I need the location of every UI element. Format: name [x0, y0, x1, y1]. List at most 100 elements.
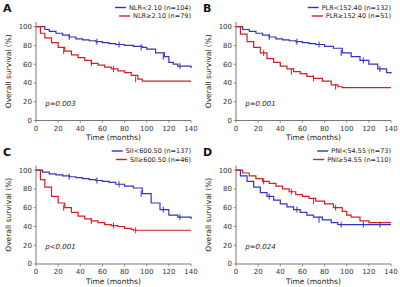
- x-tick-label: 100: [140, 125, 153, 133]
- background: [0, 0, 400, 287]
- y-tick: [34, 170, 37, 171]
- censor-mark: [141, 44, 142, 50]
- x-axis: [236, 120, 391, 121]
- censor-mark: [335, 84, 336, 90]
- plot-area: [36, 27, 191, 83]
- legend-swatch: [116, 159, 127, 160]
- y-tick-label: 80: [223, 185, 232, 193]
- survival-curve: [236, 170, 391, 223]
- x-tick: [391, 121, 392, 124]
- x-tick-label: 60: [98, 125, 107, 133]
- censor-mark: [91, 218, 92, 224]
- x-axis-label: Time (months): [85, 277, 141, 286]
- censor-mark: [341, 50, 342, 56]
- y-tick: [234, 82, 237, 83]
- y-tick: [234, 188, 237, 189]
- censor-mark: [319, 42, 320, 48]
- x-tick-label: 80: [320, 125, 329, 133]
- censor-mark: [113, 223, 114, 229]
- y-tick-label: 40: [23, 79, 32, 87]
- y-tick: [234, 207, 237, 208]
- x-tick-label: 80: [120, 125, 129, 133]
- p-value: p<0.001: [44, 243, 75, 251]
- y-tick: [34, 82, 37, 83]
- x-tick: [391, 264, 392, 267]
- censor-mark: [163, 207, 164, 213]
- censor-mark: [119, 181, 120, 187]
- x-tick-label: 80: [320, 268, 329, 276]
- censor-mark: [135, 227, 136, 233]
- x-tick-label: 0: [34, 125, 38, 133]
- x-tick: [191, 264, 192, 267]
- x-tick: [168, 264, 169, 267]
- legend-swatch: [112, 150, 123, 151]
- x-tick: [146, 121, 147, 124]
- y-tick: [34, 264, 37, 265]
- legend-swatch: [312, 15, 323, 16]
- legend-label: NLR≥2.10 (n=79): [133, 12, 191, 20]
- x-tick: [368, 121, 369, 124]
- x-tick: [191, 121, 192, 124]
- x-tick: [258, 121, 259, 124]
- plot-area: [236, 170, 391, 227]
- y-tick-label: 100: [19, 167, 32, 175]
- figure: 020406080100120140020406080100Time (mont…: [0, 0, 400, 287]
- plot-area: [36, 170, 191, 233]
- panel: 020406080100120140020406080100Time (mont…: [203, 146, 398, 286]
- x-tick-label: 20: [254, 268, 263, 276]
- legend-label: SII≥600.50 (n=46): [130, 156, 191, 164]
- x-axis: [36, 264, 191, 265]
- x-tick-label: 0: [234, 125, 238, 133]
- y-tick-label: 20: [223, 98, 232, 106]
- legend-label: NLR<2.10 (n=104): [129, 4, 191, 12]
- y-axis: [236, 22, 237, 121]
- y-tick-label: 100: [219, 23, 232, 31]
- censor-mark: [113, 66, 114, 72]
- censor-mark: [135, 76, 136, 82]
- x-tick: [80, 121, 81, 124]
- x-tick: [58, 121, 59, 124]
- x-axis-label: Time (months): [285, 277, 341, 286]
- x-tick: [324, 264, 325, 267]
- censor-mark: [379, 66, 380, 72]
- legend-label: PNI≥54.55 (n=110): [327, 156, 391, 164]
- censor-mark: [96, 178, 97, 184]
- censor-mark: [313, 198, 314, 204]
- plot-area: [236, 27, 391, 90]
- legend: NLR<2.10 (n=104)NLR≥2.10 (n=79): [115, 4, 191, 21]
- y-tick: [234, 120, 237, 121]
- censor-mark: [119, 42, 120, 48]
- x-tick-label: 60: [298, 268, 307, 276]
- censor-mark: [363, 222, 364, 228]
- x-tick-label: 60: [98, 268, 107, 276]
- x-tick-label: 80: [120, 268, 129, 276]
- legend-label: SII<600.50 (n=137): [126, 147, 191, 155]
- censor-mark: [63, 48, 64, 54]
- legend-swatch: [313, 159, 324, 160]
- y-axis: [36, 22, 37, 121]
- x-tick-label: 20: [254, 125, 263, 133]
- survival-curve: [36, 170, 191, 230]
- panel: 020406080100120140020406080100Time (mont…: [203, 2, 398, 142]
- censor-mark: [179, 214, 180, 220]
- y-tick-label: 60: [23, 61, 32, 69]
- x-tick: [280, 121, 281, 124]
- censor-mark: [296, 207, 297, 213]
- y-tick: [234, 170, 237, 171]
- x-tick-label: 140: [384, 268, 397, 276]
- x-axis: [36, 120, 191, 121]
- y-tick: [34, 226, 37, 227]
- censor-mark: [363, 57, 364, 63]
- legend-swatch: [119, 15, 130, 16]
- censor-mark: [341, 222, 342, 228]
- y-tick: [234, 101, 237, 102]
- legend-swatch: [115, 7, 126, 8]
- x-tick: [58, 264, 59, 267]
- y-axis-label: Overall survival (%): [4, 34, 13, 108]
- censor-mark: [269, 34, 270, 40]
- y-tick-label: 60: [23, 204, 32, 212]
- censor-mark: [179, 63, 180, 69]
- censor-mark: [163, 54, 164, 60]
- y-tick-label: 60: [223, 61, 232, 69]
- y-tick: [34, 188, 37, 189]
